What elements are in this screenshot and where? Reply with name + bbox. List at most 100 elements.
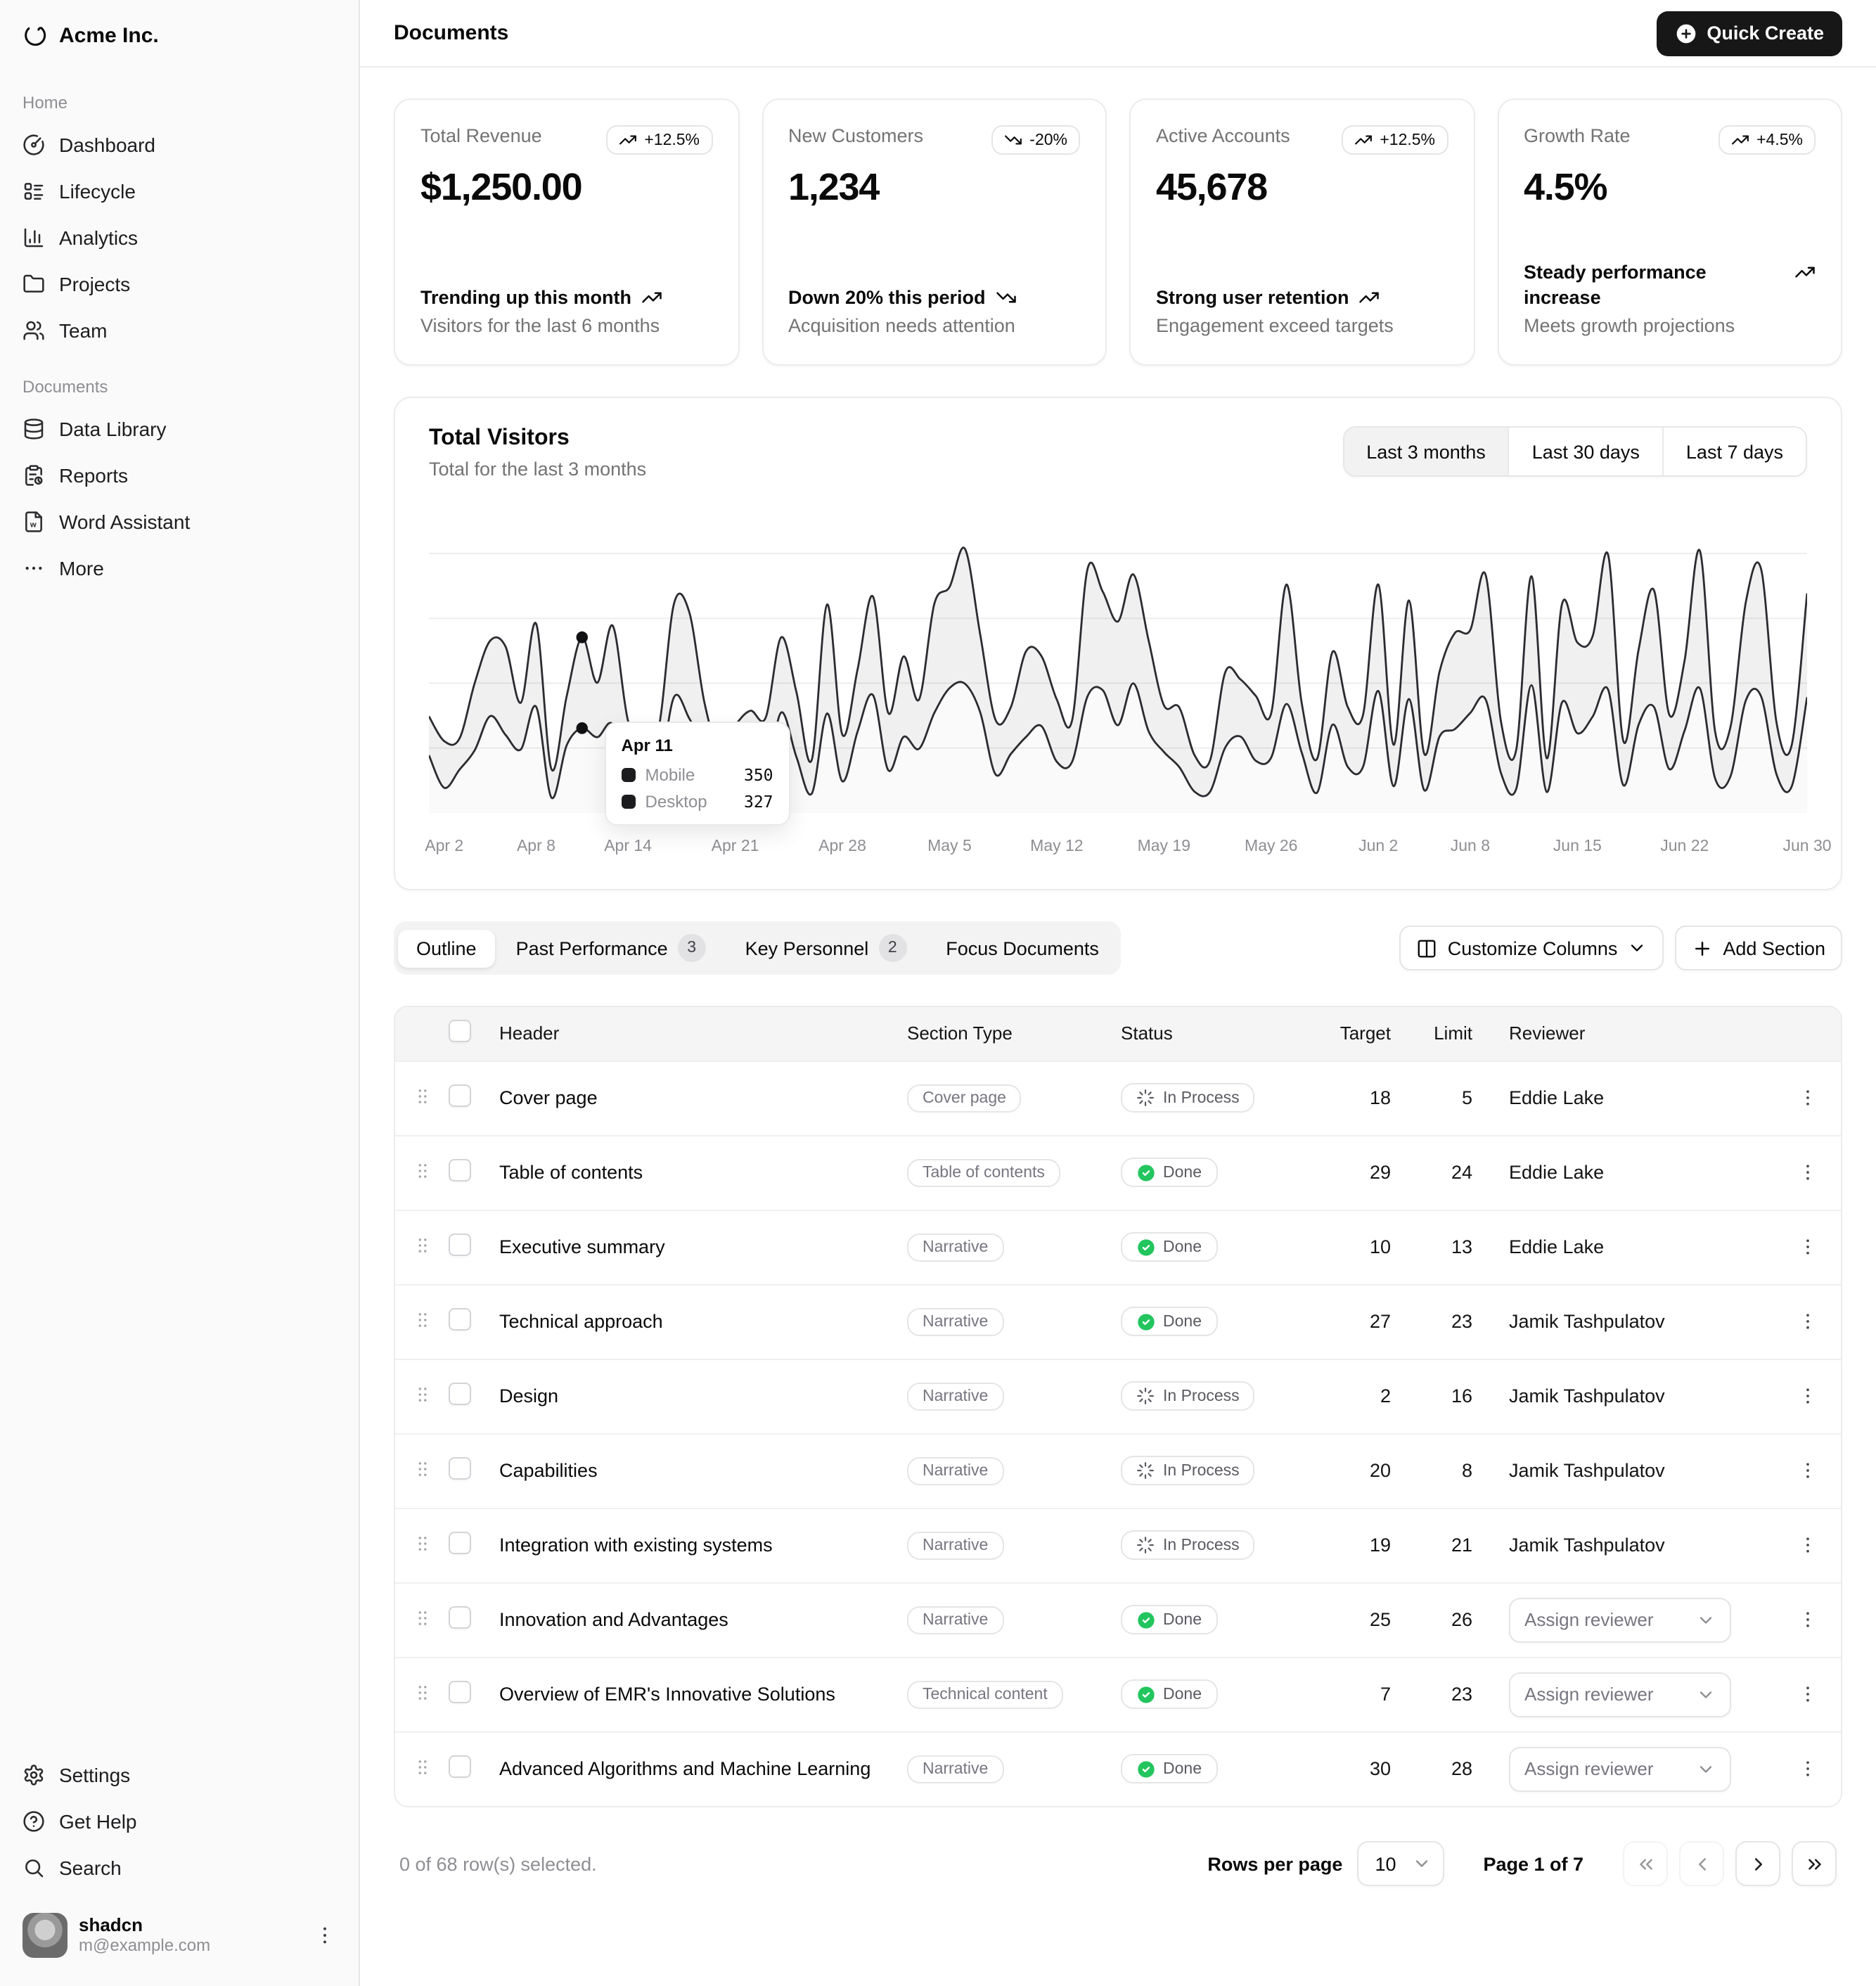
limit-value[interactable]: 28 [1451, 1758, 1472, 1780]
sidebar-item-more[interactable]: More [11, 546, 347, 591]
row-menu-button[interactable] [1787, 1750, 1827, 1789]
tab-past-performance[interactable]: Past Performance 3 [498, 925, 724, 970]
limit-value[interactable]: 16 [1451, 1385, 1472, 1407]
first-page-button[interactable] [1623, 1841, 1668, 1886]
quick-create-button[interactable]: Quick Create [1656, 11, 1842, 56]
limit-value[interactable]: 13 [1451, 1236, 1472, 1257]
range-last-3-months[interactable]: Last 3 months [1344, 428, 1508, 475]
target-value[interactable]: 10 [1369, 1236, 1391, 1257]
row-header-link[interactable]: Technical approach [499, 1311, 663, 1332]
sidebar-item-data-library[interactable]: Data Library [11, 406, 347, 451]
target-value[interactable]: 19 [1369, 1535, 1391, 1556]
target-value[interactable]: 18 [1369, 1087, 1391, 1108]
row-menu-button[interactable] [1787, 1227, 1827, 1267]
row-menu-button[interactable] [1787, 1078, 1827, 1117]
sidebar-item-reports[interactable]: Reports [11, 453, 347, 498]
row-checkbox[interactable] [449, 1681, 471, 1703]
limit-value[interactable]: 21 [1451, 1535, 1472, 1556]
tab-outline[interactable]: Outline [398, 929, 495, 967]
drag-handle-icon[interactable] [412, 1681, 433, 1703]
sidebar-item-projects[interactable]: Projects [11, 262, 347, 307]
brand-button[interactable]: Acme Inc. [11, 11, 347, 59]
tab-key-personnel[interactable]: Key Personnel 2 [727, 925, 925, 970]
row-header-link[interactable]: Integration with existing systems [499, 1535, 773, 1556]
limit-value[interactable]: 5 [1461, 1087, 1472, 1108]
add-section-button[interactable]: Add Section [1675, 925, 1842, 970]
row-header-link[interactable]: Advanced Algorithms and Machine Learning [499, 1758, 871, 1780]
drag-handle-icon[interactable] [412, 1309, 433, 1330]
target-value[interactable]: 27 [1369, 1311, 1391, 1332]
sidebar-item-dashboard[interactable]: Dashboard [11, 122, 347, 167]
row-checkbox[interactable] [449, 1159, 471, 1181]
database-icon [23, 418, 45, 440]
circle-check-icon [1136, 1163, 1155, 1181]
tab-focus-documents[interactable]: Focus Documents [927, 929, 1117, 967]
section-type-badge: Narrative [907, 1233, 1004, 1261]
x-axis-tick: May 12 [1030, 838, 1084, 855]
row-menu-button[interactable] [1787, 1674, 1827, 1714]
row-menu-button[interactable] [1787, 1525, 1827, 1565]
limit-value[interactable]: 23 [1451, 1684, 1472, 1705]
row-checkbox[interactable] [449, 1606, 471, 1629]
user-menu[interactable]: shadcn m@example.com [11, 1902, 347, 1969]
row-menu-button[interactable] [1787, 1376, 1827, 1416]
sidebar-item-settings[interactable]: Settings [11, 1753, 347, 1798]
drag-handle-icon[interactable] [412, 1757, 433, 1778]
drag-handle-icon[interactable] [412, 1234, 433, 1255]
drag-handle-icon[interactable] [412, 1383, 433, 1404]
row-header-link[interactable]: Table of contents [499, 1162, 643, 1183]
sidebar-item-get-help[interactable]: Get Help [11, 1799, 347, 1844]
sidebar-item-analytics[interactable]: Analytics [11, 215, 347, 260]
row-checkbox[interactable] [449, 1755, 471, 1779]
drag-handle-icon[interactable] [412, 1607, 433, 1628]
assign-reviewer-select[interactable]: Assign reviewer [1509, 1597, 1731, 1642]
drag-handle-icon[interactable] [412, 1458, 433, 1479]
limit-value[interactable]: 23 [1451, 1311, 1472, 1332]
target-value[interactable]: 25 [1369, 1609, 1391, 1630]
select-all-checkbox[interactable] [449, 1020, 471, 1043]
limit-value[interactable]: 26 [1451, 1609, 1472, 1630]
drag-handle-icon[interactable] [412, 1160, 433, 1181]
limit-value[interactable]: 8 [1461, 1460, 1472, 1481]
row-checkbox[interactable] [449, 1457, 471, 1480]
sidebar-item-lifecycle[interactable]: Lifecycle [11, 169, 347, 214]
rows-per-page-select[interactable]: 10 [1356, 1841, 1444, 1886]
target-value[interactable]: 29 [1369, 1162, 1391, 1183]
target-value[interactable]: 7 [1380, 1684, 1391, 1705]
sidebar-item-word-assistant[interactable]: w Word Assistant [11, 499, 347, 544]
previous-page-button[interactable] [1679, 1841, 1724, 1886]
customize-columns-button[interactable]: Customize Columns [1399, 925, 1664, 970]
row-checkbox[interactable] [449, 1084, 471, 1107]
row-menu-button[interactable] [1787, 1451, 1827, 1490]
row-menu-button[interactable] [1787, 1302, 1827, 1341]
row-header-link[interactable]: Overview of EMR's Innovative Solutions [499, 1684, 835, 1705]
row-checkbox[interactable] [449, 1532, 471, 1554]
assign-reviewer-select[interactable]: Assign reviewer [1509, 1746, 1731, 1792]
row-header-link[interactable]: Capabilities [499, 1460, 598, 1481]
drag-handle-icon[interactable] [412, 1532, 433, 1553]
range-last-30-days[interactable]: Last 30 days [1508, 428, 1662, 475]
next-page-button[interactable] [1735, 1841, 1780, 1886]
target-value[interactable]: 30 [1369, 1758, 1391, 1780]
row-checkbox[interactable] [449, 1234, 471, 1256]
row-checkbox[interactable] [449, 1308, 471, 1331]
sidebar-item-search[interactable]: Search [11, 1845, 347, 1890]
row-menu-button[interactable] [1787, 1153, 1827, 1192]
range-last-7-days[interactable]: Last 7 days [1662, 428, 1806, 475]
drag-handle-icon[interactable] [412, 1085, 433, 1106]
limit-value[interactable]: 24 [1451, 1162, 1472, 1183]
target-value[interactable]: 20 [1369, 1460, 1391, 1481]
row-header-link[interactable]: Design [499, 1385, 559, 1407]
ellipsis-vertical-icon [1806, 1388, 1808, 1404]
sidebar-item-team[interactable]: Team [11, 308, 347, 353]
row-menu-button[interactable] [1787, 1600, 1827, 1639]
row-header-link[interactable]: Cover page [499, 1087, 598, 1108]
main-area: Documents Quick Create Total Revenue +12… [360, 0, 1876, 1986]
last-page-button[interactable] [1792, 1841, 1837, 1886]
row-header-link[interactable]: Executive summary [499, 1236, 665, 1257]
target-value[interactable]: 2 [1380, 1385, 1391, 1407]
row-checkbox[interactable] [449, 1383, 471, 1405]
row-header-link[interactable]: Innovation and Advantages [499, 1609, 728, 1630]
assign-reviewer-select[interactable]: Assign reviewer [1509, 1672, 1731, 1717]
